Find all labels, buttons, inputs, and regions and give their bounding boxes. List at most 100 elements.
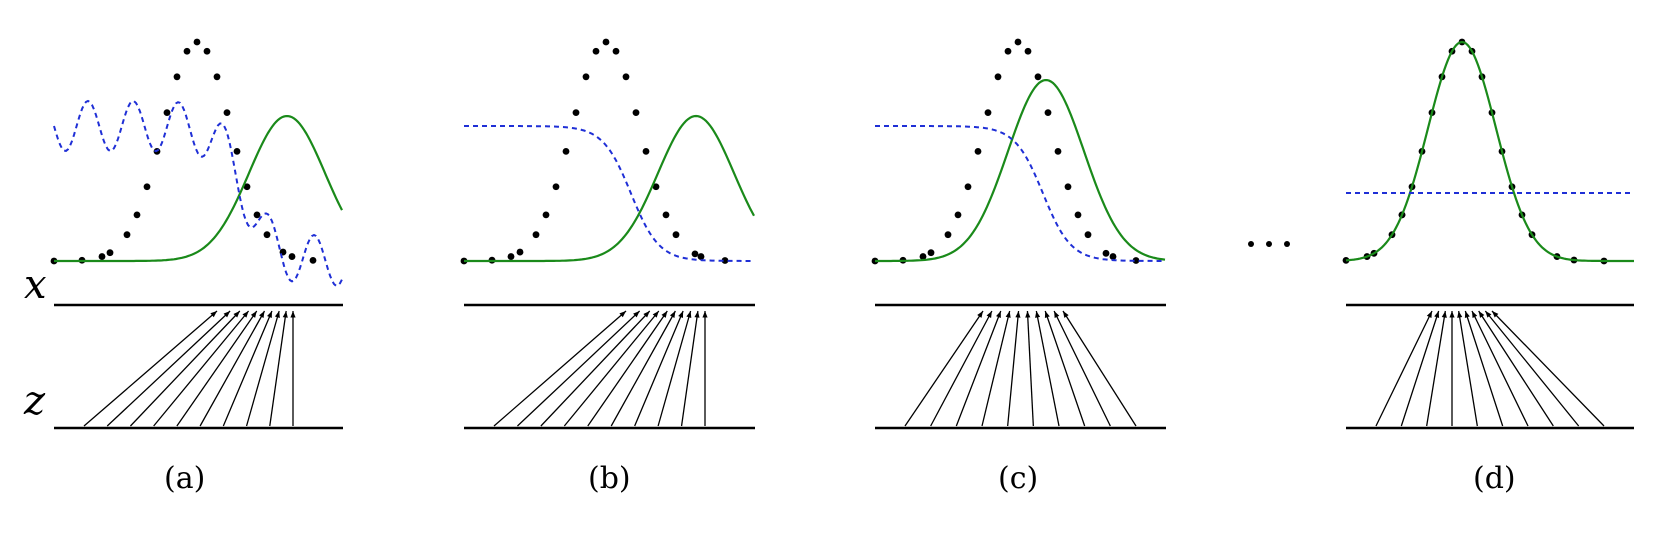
data-point [582,73,590,81]
caption-d: (d) [1473,461,1516,496]
data-point [691,250,699,258]
arrowhead [669,311,676,318]
mapping-arrow [269,310,287,427]
mapping-arrow [83,310,218,427]
mapping-arrow [1026,310,1034,427]
mapping-arrow [1400,310,1440,427]
mapping-arrow [222,310,273,427]
arrowhead [1035,311,1041,318]
ellipsis [1248,241,1290,247]
data-point [243,183,251,191]
panel-d [1342,38,1634,430]
data-point [622,73,630,81]
data-point [173,73,181,81]
arrowhead [1426,311,1432,318]
arrowhead [661,311,668,318]
mapping-arrow [1484,310,1580,427]
mapping-arrow [106,310,231,427]
generator-curve [875,79,1166,263]
data-point [1102,249,1110,257]
arrowhead [1441,311,1447,318]
panel-a [50,38,343,430]
arrowhead [619,311,626,318]
data-point [984,109,992,117]
data-point [253,211,261,219]
ellipsis-dot [1284,241,1290,247]
generator-curve [464,114,755,263]
data-point [213,73,221,81]
mapping-arrow [563,310,660,427]
arrowhead [633,311,640,318]
data-point [223,109,231,117]
mapping-arrow [930,310,993,427]
arrowhead [1434,311,1440,318]
caption-c: (c) [998,461,1038,496]
data-point [1064,183,1072,191]
data-point [672,231,680,239]
data-point [592,47,600,55]
generator-curve [1345,40,1634,263]
data-point [944,231,952,239]
data-point [193,38,201,46]
arrowhead [1054,311,1060,318]
ellipsis-dot [1248,241,1254,247]
arrowhead [223,311,231,318]
mapping-arrow [153,310,250,427]
mapping-arrow [1426,310,1446,427]
arrowhead [282,311,288,318]
mapping-arrow [634,310,684,427]
data-point [954,211,962,219]
data-point [632,109,640,117]
panel-b [460,38,755,430]
data-point [143,183,151,191]
data-point [203,47,211,55]
arrowhead [1492,311,1499,318]
mapping-arrow [199,310,266,427]
data-point [1054,147,1062,155]
data-point [1004,47,1012,55]
arrowhead [1015,311,1021,318]
arrowhead [1457,311,1463,318]
mapping-arrow [1035,310,1060,427]
data-point [697,253,705,260]
data-point [133,211,141,219]
data-point [309,256,317,264]
data-point [552,183,560,191]
caption-b: (b) [588,461,631,496]
mapping-arrow [129,310,241,427]
mapping-arrow [1471,310,1529,427]
mapping-arrow [680,310,699,427]
arrowhead [210,311,217,318]
data-point [562,147,570,155]
data-point [662,211,670,219]
data-point [612,47,620,55]
data-point [532,231,540,239]
mapping-arrow [493,310,627,427]
arrowhead [1449,311,1455,318]
arrowhead [996,311,1001,318]
arrowhead [290,311,296,318]
mapping-arrow [1044,310,1086,427]
mapping-arrow [1478,310,1554,427]
data-point [652,183,660,191]
data-point [1034,73,1042,81]
generator-curve [54,115,343,263]
data-point [974,147,982,155]
data-point [106,249,114,257]
arrowhead [986,311,992,318]
mapping-arrow [1464,310,1504,427]
arrowhead [1478,311,1485,318]
data-point [123,231,131,239]
data-point [1109,253,1117,260]
mapping-arrow [587,310,668,427]
arrowhead [250,311,257,318]
data-point [516,248,524,256]
data-point [263,231,271,239]
arrowhead [259,311,265,318]
discriminator-curve [53,99,343,287]
arrowhead [1005,311,1011,318]
ellipsis-dot [1266,241,1272,247]
discriminator-curve [875,125,1165,262]
data-point [602,38,610,46]
arrowhead [1044,311,1050,318]
